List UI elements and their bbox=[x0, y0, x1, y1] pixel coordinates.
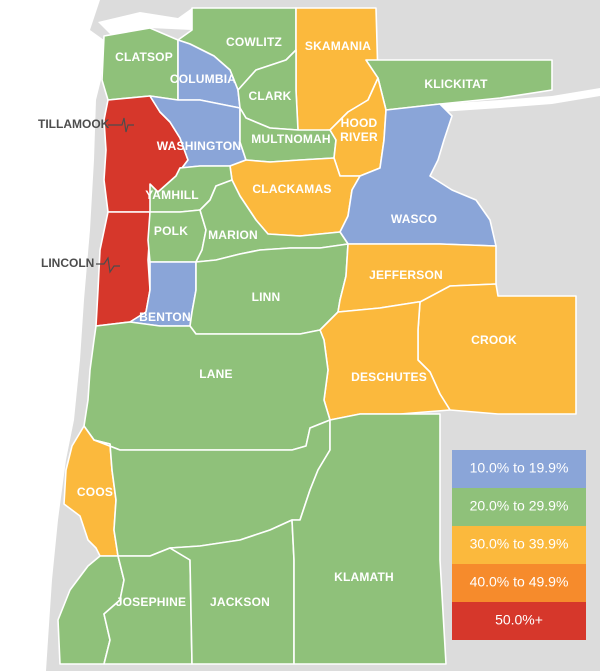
label-linn: LINN bbox=[252, 290, 281, 304]
label-lincoln: LINCOLN bbox=[41, 256, 94, 270]
label-columbia: COLUMBIA bbox=[170, 72, 236, 86]
label-yamhill: YAMHILL bbox=[145, 188, 199, 202]
legend-label-4: 40.0% to 49.9% bbox=[470, 574, 569, 590]
label-hood-river-word-2: RIVER bbox=[340, 130, 378, 144]
label-wasco: WASCO bbox=[391, 212, 437, 226]
label-clatsop: CLATSOP bbox=[115, 50, 173, 64]
label-tillamook: TILLAMOOK bbox=[38, 117, 110, 131]
legend-swatch-3 bbox=[452, 526, 586, 564]
county-lincoln bbox=[95, 211, 151, 327]
label-clark: CLARK bbox=[249, 89, 292, 103]
legend-swatch-1 bbox=[452, 450, 586, 488]
label-multnomah: MULTNOMAH bbox=[251, 132, 331, 146]
county-crook bbox=[417, 283, 577, 415]
legend: 10.0% to 19.9% 20.0% to 29.9% 30.0% to 3… bbox=[452, 450, 586, 640]
label-crook: CROOK bbox=[471, 333, 517, 347]
label-coos: COOS bbox=[77, 485, 113, 499]
label-hood-river-line1: HOOD RIVER bbox=[340, 116, 378, 144]
label-lane: LANE bbox=[199, 367, 232, 381]
legend-swatch-2 bbox=[452, 488, 586, 526]
label-jackson: JACKSON bbox=[210, 595, 270, 609]
legend-label-3: 30.0% to 39.9% bbox=[470, 536, 569, 552]
legend-label-2: 20.0% to 29.9% bbox=[470, 498, 569, 514]
label-cowlitz: COWLITZ bbox=[226, 35, 282, 49]
label-hood-river-word-1: HOOD bbox=[341, 116, 378, 130]
legend-label-5: 50.0%+ bbox=[495, 612, 543, 628]
ocean bbox=[0, 0, 104, 671]
county-josephine bbox=[103, 547, 193, 665]
legend-swatch-5 bbox=[452, 602, 586, 640]
label-marion: MARION bbox=[208, 228, 258, 242]
legend-swatch-4 bbox=[452, 564, 586, 602]
label-benton: BENTON bbox=[139, 310, 191, 324]
label-jefferson: JEFFERSON bbox=[369, 268, 443, 282]
columbia-river bbox=[300, 88, 600, 138]
label-deschutes: DESCHUTES bbox=[351, 370, 427, 384]
leader-tillamook bbox=[108, 117, 134, 133]
label-klickitat: KLICKITAT bbox=[424, 77, 488, 91]
label-skamania: SKAMANIA bbox=[305, 39, 371, 53]
label-polk: POLK bbox=[154, 224, 188, 238]
river-mouth bbox=[98, 8, 192, 36]
county-lane bbox=[83, 321, 331, 451]
county-klamath bbox=[291, 413, 447, 665]
label-clackamas: CLACKAMAS bbox=[252, 182, 331, 196]
label-josephine: JOSEPHINE bbox=[116, 595, 187, 609]
legend-label-1: 10.0% to 19.9% bbox=[470, 460, 569, 476]
label-washington: WASHINGTON bbox=[157, 139, 241, 153]
label-klamath: KLAMATH bbox=[334, 570, 394, 584]
leader-lincoln bbox=[96, 256, 120, 274]
